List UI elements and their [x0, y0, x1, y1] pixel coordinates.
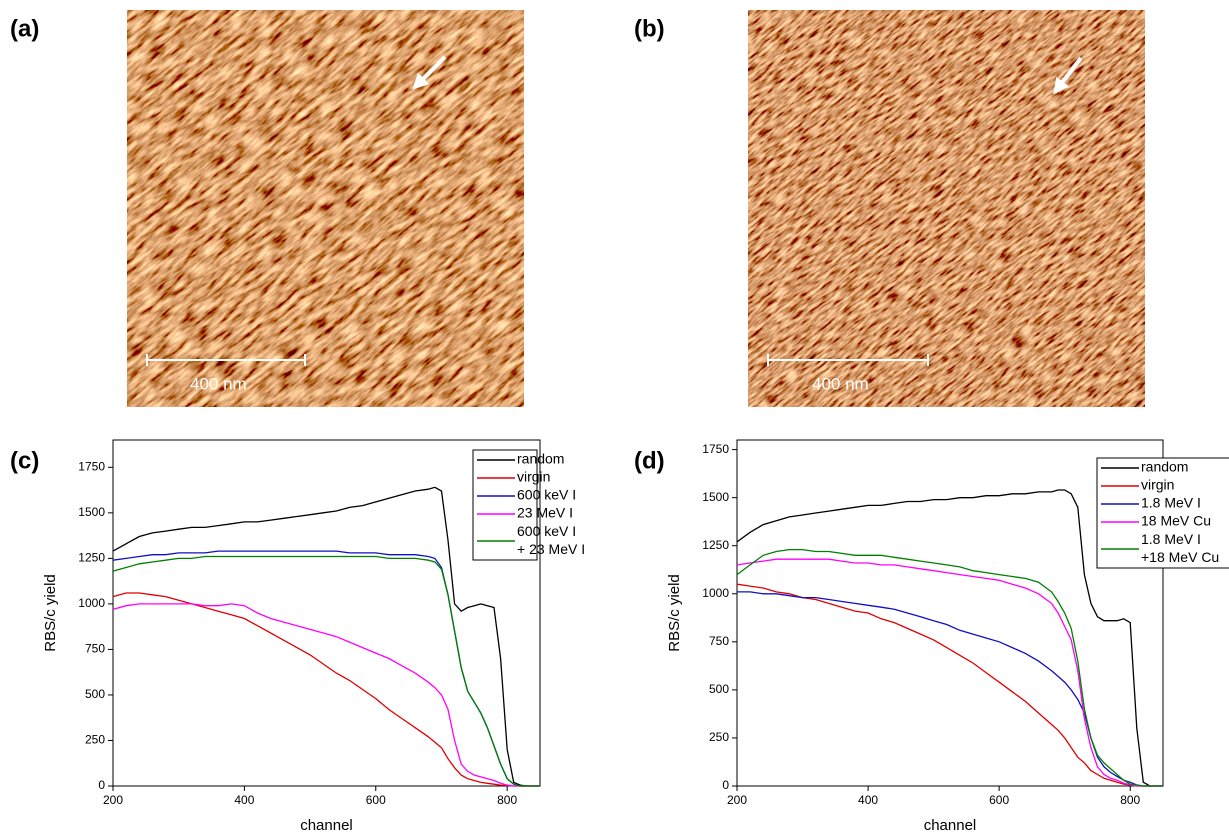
- x-tick-label: 600: [366, 793, 386, 807]
- y-tick-label: 1500: [702, 490, 729, 504]
- arrow: [412, 55, 447, 90]
- legend-label: 600 keV I: [517, 487, 576, 503]
- legend: random virgin 600 keV I 23 MeV I 600 keV I + …: [472, 449, 585, 561]
- plot-frame: [736, 439, 1164, 787]
- x-tick-label: 600: [989, 793, 1009, 807]
- legend-label: 1.8 MeV I +18 MeV Cu: [1141, 531, 1219, 565]
- panel-label: (d): [634, 447, 665, 474]
- y-tick-label: 750: [85, 642, 105, 656]
- y-tick-label: 1500: [78, 505, 105, 519]
- y-tick-label: 250: [85, 733, 105, 747]
- data-line: [112, 603, 540, 787]
- y-tick-label: 500: [709, 682, 729, 696]
- legend-label: random: [517, 451, 564, 467]
- panel-label: (a): [10, 15, 39, 42]
- y-tick-label: 500: [85, 687, 105, 701]
- x-tick-label: 800: [497, 793, 517, 807]
- legend-label: virgin: [1141, 477, 1174, 493]
- y-tick-label: 1250: [78, 551, 105, 565]
- afm-image: [748, 10, 1145, 407]
- x-axis-label: channel: [924, 817, 977, 834]
- legend: random virgin 1.8 MeV I 18 MeV Cu 1.8 MeV I +…: [1096, 457, 1229, 569]
- scale-label: 400 nm: [190, 374, 247, 393]
- y-tick-label: 1250: [702, 538, 729, 552]
- x-tick-label: 400: [858, 793, 878, 807]
- legend-label: virgin: [517, 469, 550, 485]
- y-axis-label: RBS/c yield: [42, 574, 59, 652]
- data-line: [736, 489, 1163, 787]
- y-tick-label: 0: [98, 778, 105, 792]
- afm-image: [127, 10, 524, 407]
- panel-label: (c): [10, 447, 39, 474]
- x-tick-label: 400: [234, 793, 254, 807]
- panel-label: (b): [634, 15, 665, 42]
- data-line: [112, 555, 540, 787]
- y-tick-label: 250: [709, 730, 729, 744]
- x-tick-label: 800: [1120, 793, 1140, 807]
- data-line: [112, 550, 540, 787]
- x-axis-label: channel: [300, 817, 353, 834]
- arrow: [1053, 56, 1083, 95]
- plot-frame: [112, 439, 541, 787]
- data-line: [737, 591, 1163, 787]
- y-tick-label: 0: [722, 778, 729, 792]
- data-line: [736, 558, 1163, 787]
- legend-label: 1.8 MeV I: [1141, 495, 1201, 511]
- y-tick-label: 1000: [702, 586, 729, 600]
- scale-bar: [146, 354, 929, 366]
- y-axis-label: RBS/c yield: [666, 574, 683, 652]
- legend-label: 600 keV I + 23 MeV I: [517, 523, 585, 557]
- data-line: [736, 583, 1163, 787]
- legend-label: 23 MeV I: [517, 505, 573, 521]
- data-line: [112, 592, 540, 787]
- legend-label: random: [1141, 459, 1188, 475]
- scale-label: 400 nm: [812, 374, 869, 393]
- x-tick-label: 200: [103, 793, 123, 807]
- data-line: [112, 486, 540, 787]
- data-line: [736, 548, 1163, 787]
- legend-label: 18 MeV Cu: [1141, 513, 1211, 529]
- y-tick-label: 1000: [78, 596, 105, 610]
- y-tick-label: 1750: [78, 459, 105, 473]
- y-tick-label: 750: [709, 634, 729, 648]
- y-tick-label: 1750: [702, 442, 729, 456]
- x-tick-label: 200: [727, 793, 747, 807]
